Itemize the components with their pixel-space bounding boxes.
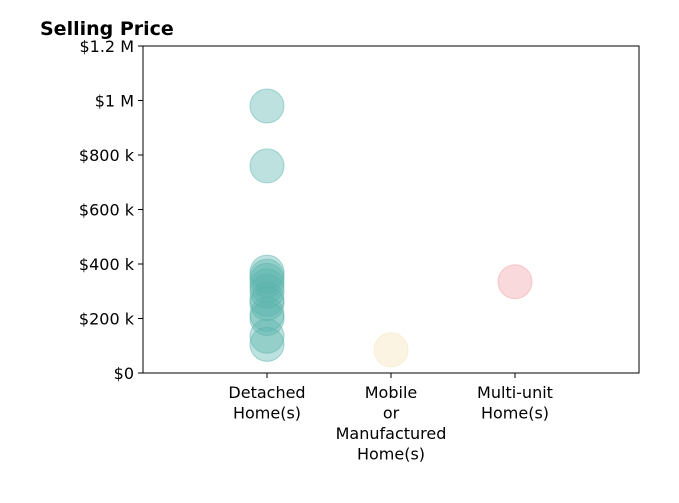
data-point bbox=[497, 264, 533, 300]
y-tick-label: $1.2 M bbox=[79, 37, 134, 56]
data-point bbox=[249, 88, 285, 124]
x-axis: Detached Home(s) Mobile or Manufactured Home(… bbox=[228, 373, 553, 464]
data-point bbox=[249, 268, 285, 304]
data-point bbox=[249, 148, 285, 184]
y-tick-label: $1 M bbox=[95, 92, 134, 111]
data-point bbox=[249, 326, 285, 362]
data-point bbox=[249, 286, 285, 322]
y-tick-label: $400 k bbox=[79, 255, 135, 274]
chart-title: Selling Price bbox=[40, 18, 174, 40]
x-category-label: Multi-unit Home(s) bbox=[477, 383, 553, 423]
data-point bbox=[249, 301, 285, 336]
y-tick-label: $0 bbox=[114, 364, 134, 383]
y-tick-label: $800 k bbox=[79, 146, 135, 165]
x-category-label: Mobile or Manufactured Home(s) bbox=[336, 383, 447, 464]
data-point bbox=[373, 332, 409, 368]
y-tick-label: $200 k bbox=[79, 310, 135, 329]
data-point bbox=[249, 318, 285, 354]
y-axis: $0 $200 k $400 k $600 k $800 k $1 M $1.2 M bbox=[79, 37, 143, 383]
x-category-label: Detached Home(s) bbox=[228, 383, 305, 423]
y-tick-label: $600 k bbox=[79, 201, 135, 220]
data-points bbox=[249, 88, 533, 368]
plot-frame bbox=[142, 45, 640, 374]
